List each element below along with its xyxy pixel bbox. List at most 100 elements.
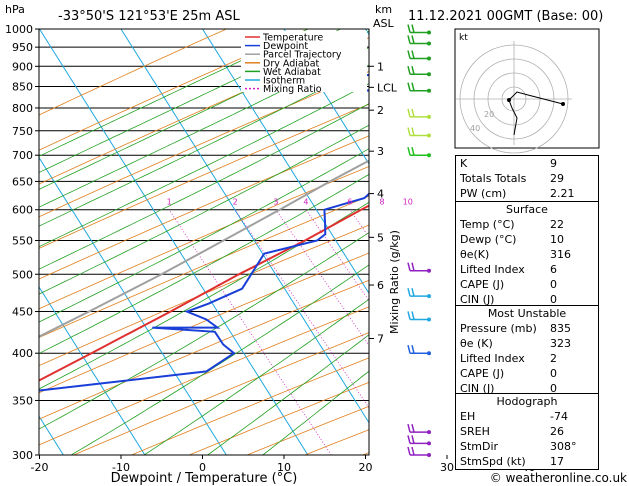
dry-adiabat-line [39, 29, 309, 151]
wind-barb-flag [407, 127, 411, 136]
surface-row: CAPE (J) 0 [460, 278, 557, 291]
wind-barb-dot [427, 41, 431, 46]
wet-adiabat-line [39, 148, 369, 323]
wind-barb-dot [427, 114, 431, 119]
wind-barb-flag [411, 24, 415, 33]
mixing-ratio-label: 3 [273, 198, 278, 207]
mixing-ratio-label: 10 [403, 198, 413, 207]
legend-label: Dry Adiabat [263, 58, 320, 69]
pressure-tick-label: 800 [12, 102, 33, 115]
background-lines [39, 29, 629, 455]
surface-table: Surface Temp (°C) 22 Dewp (°C) 10 θe(K) 316… [455, 201, 599, 308]
dry-adiabat-line [39, 279, 369, 420]
wet-adiabat-line [39, 124, 369, 295]
temperature-tick-label: 0 [199, 461, 206, 474]
wind-barb-flag [411, 435, 415, 444]
copyright-footer: © weatheronline.co.uk [490, 471, 627, 485]
wet-adiabat-line [39, 201, 369, 390]
wind-barb-flag [407, 108, 411, 118]
height-tick-label: 5 [377, 231, 384, 244]
height-tick-label: 6 [377, 279, 384, 292]
wind-barb-flag [407, 66, 411, 75]
wind-barb-flag [411, 345, 415, 354]
hodograph-ring-label: 40 [470, 124, 480, 133]
pressure-tick-label: 450 [12, 306, 33, 319]
dry-adiabat-line [73, 332, 369, 455]
wind-barb-flag [407, 50, 411, 59]
dry-adiabat-line [39, 37, 369, 185]
wind-barb-flag [411, 311, 415, 320]
wind-barb-dot [427, 133, 431, 138]
wet-adiabat-line [207, 334, 369, 455]
wind-barb-flag [407, 147, 411, 156]
pressure-tick-label: 350 [12, 394, 33, 407]
wind-barb-dot [427, 294, 431, 299]
wind-barb-flag [411, 262, 415, 271]
wet-adiabat-line [39, 232, 369, 430]
temperature-tick-label: -10 [112, 461, 130, 474]
wind-barb-flag [407, 287, 411, 297]
most-unstable-row: CAPE (J) 0 [460, 367, 557, 380]
wind-barb-dot [427, 351, 431, 356]
most-unstable-table: Most Unstable Pressure (mb) 835 θe (K) 323… [455, 305, 599, 397]
legend-label: Temperature [262, 33, 323, 44]
surface-row: Lifted Index 6 [460, 263, 557, 276]
wind-barb-flag [407, 24, 411, 33]
wind-barb-dot [427, 88, 431, 93]
plot-frame [38, 28, 370, 456]
dry-adiabat-line [39, 166, 369, 310]
height-tick-label: 4 [377, 188, 384, 201]
dry-adiabat-line [39, 135, 369, 280]
mixing-ratio-line [275, 209, 369, 347]
temperature-tick-label: 10 [277, 461, 291, 474]
isotherm-line [283, 29, 369, 165]
legend-label: Dewpoint [263, 41, 308, 52]
most-unstable-row: CIN (J) 0 [460, 382, 557, 395]
hodograph-row: StmSpd (kt) 17 [460, 455, 564, 468]
wind-barb-flag [411, 423, 415, 433]
wind-barb-flag [407, 423, 411, 433]
pressure-tick-label: 950 [12, 41, 33, 54]
pressure-tick-label: 500 [12, 268, 33, 281]
wind-barb-flag [411, 50, 415, 59]
wind-barbs [407, 24, 431, 457]
datetime-label: 11.12.2021 00GMT (Base: 00) [408, 9, 603, 24]
most-unstable-title: Most Unstable [487, 307, 567, 320]
pressure-tick-label: 550 [12, 235, 33, 248]
wet-adiabat-line [143, 298, 369, 455]
wind-barb-dot [427, 268, 431, 273]
asl-unit-label: ASL [373, 17, 395, 30]
most-unstable-row: θe (K) 323 [460, 337, 571, 350]
hodograph-table: Hodograph EH -74 SREH 26 StmDir 308° StmSpd… [455, 393, 599, 470]
legend-label: Wet Adiabat [263, 67, 321, 78]
height-tick-label: 7 [377, 332, 384, 345]
hodograph-frame [454, 28, 600, 149]
surface-row: Temp (°C) 22 [460, 218, 564, 231]
temperature-tick-label: 30 [440, 461, 454, 474]
wind-barb-dot [427, 430, 431, 435]
mixing-ratio-label: 8 [380, 198, 385, 207]
surface-row: θe(K) 316 [460, 248, 571, 261]
isotherm-line [610, 29, 629, 455]
most-unstable-row: Lifted Index 2 [460, 352, 557, 365]
wind-barb-dot [427, 30, 431, 35]
hpa-unit-label: hPa [5, 3, 25, 16]
legend-label: Isotherm [263, 76, 305, 87]
height-tick-label: 2 [377, 104, 384, 117]
wind-barb-dot [427, 317, 431, 322]
wind-barb-flag [407, 311, 411, 320]
wet-adiabat-line [39, 103, 369, 270]
mixing-ratio-label: 6 [347, 198, 352, 207]
hodograph-unit-label: kt [459, 33, 468, 43]
mixing-ratio-line [234, 209, 369, 409]
dry-adiabat-line [39, 224, 369, 367]
location-title: -33°50'S 121°53'E 25m ASL [58, 9, 240, 24]
pressure-tick-label: 1000 [5, 23, 33, 36]
wind-barb-dot [427, 453, 431, 457]
wind-barb-flag [411, 147, 415, 156]
mixing-ratio-label: 2 [233, 198, 238, 207]
wet-adiabat-line [39, 47, 369, 208]
temperature-tick-label: -20 [31, 461, 49, 474]
x-axis-title: Dewpoint / Temperature (°C) [111, 471, 298, 486]
